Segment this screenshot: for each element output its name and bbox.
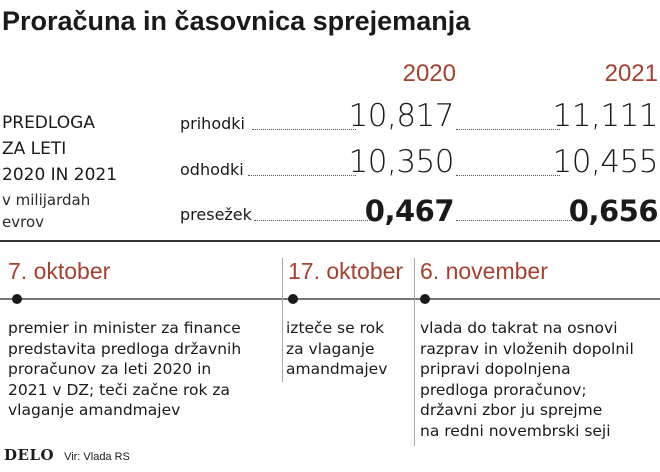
timeline-description-line: 2021 v DZ; teči začne rok za xyxy=(8,380,231,399)
value-odhodki-2020: 10,350 xyxy=(348,144,455,180)
timeline-description-line: pripravi dopolnjena xyxy=(420,360,571,378)
timeline-axis xyxy=(0,298,660,300)
leader-dots xyxy=(248,175,356,176)
year-header-2020: 2020 xyxy=(402,60,456,87)
timeline-description: vlada do takrat na osnovi razprav in vlo… xyxy=(420,318,634,441)
unit-note-line: evrov xyxy=(2,213,44,231)
timeline-description-line: državni zbor ju sprejme xyxy=(420,401,603,419)
year-header-2021: 2021 xyxy=(604,60,658,87)
unit-note-line: v milijardah xyxy=(2,191,91,209)
row-label-presezek: presežek xyxy=(180,205,252,224)
value-presezek-2021: 0,656 xyxy=(568,194,659,228)
leader-dots xyxy=(456,220,572,221)
budget-heading: PREDLOGA ZA LETI 2020 IN 2021 xyxy=(2,110,117,188)
budget-heading-line: ZA LETI xyxy=(2,139,67,159)
budget-heading-line: 2020 IN 2021 xyxy=(2,165,118,185)
timeline-description: premier in minister za finance predstavi… xyxy=(8,318,241,421)
timeline-description-line: amandmajev xyxy=(286,360,388,378)
timeline-description: izteče se rok za vlaganje amandmajev xyxy=(286,318,387,380)
timeline-description-line: predstavita predloga državnih xyxy=(8,339,242,358)
timeline-description-line: proračunov za leti 2020 in xyxy=(8,360,212,378)
timeline-date: 7. oktober xyxy=(8,258,111,284)
section-divider xyxy=(0,240,660,242)
timeline-description-line: vlada do takrat na osnovi xyxy=(420,319,618,337)
leader-dots xyxy=(456,129,560,130)
timeline-description-line: vlaganje amandmajev xyxy=(8,401,181,419)
page-title: Proračuna in časovnica sprejemanja xyxy=(2,6,471,36)
delo-logo: DELO xyxy=(4,446,55,464)
timeline-date: 6. november xyxy=(420,258,548,284)
column-divider xyxy=(414,258,415,446)
timeline-description-line: premier in minister za finance xyxy=(8,319,241,337)
footer: DELO Vir: Vlada RS xyxy=(4,446,130,464)
leader-dots xyxy=(254,220,370,221)
timeline-description-line: razprav in vloženih dopolnil xyxy=(420,339,634,358)
timeline-dot xyxy=(288,294,298,304)
row-label-odhodki: odhodki xyxy=(180,160,244,179)
value-prihodki-2020: 10,817 xyxy=(348,98,455,134)
unit-note: v milijardah evrov xyxy=(2,189,90,233)
leader-dots xyxy=(252,129,356,130)
budget-heading-line: PREDLOGA xyxy=(2,113,95,133)
source-note: Vir: Vlada RS xyxy=(64,451,130,463)
row-label-prihodki: prihodki xyxy=(180,114,245,133)
column-divider xyxy=(282,258,283,382)
timeline-date: 17. oktober xyxy=(288,258,404,284)
timeline-dot xyxy=(420,294,430,304)
value-prihodki-2021: 11,111 xyxy=(552,98,659,134)
timeline-description-line: izteče se rok xyxy=(286,319,385,337)
timeline-description-line: na redni novembrski seji xyxy=(420,421,611,440)
timeline-dot xyxy=(12,294,22,304)
leader-dots xyxy=(456,175,560,176)
value-odhodki-2021: 10,455 xyxy=(552,144,659,180)
value-presezek-2020: 0,467 xyxy=(364,194,455,228)
timeline-description-line: predloga proračunov; xyxy=(420,380,587,399)
timeline-description-line: za vlaganje xyxy=(286,339,375,358)
